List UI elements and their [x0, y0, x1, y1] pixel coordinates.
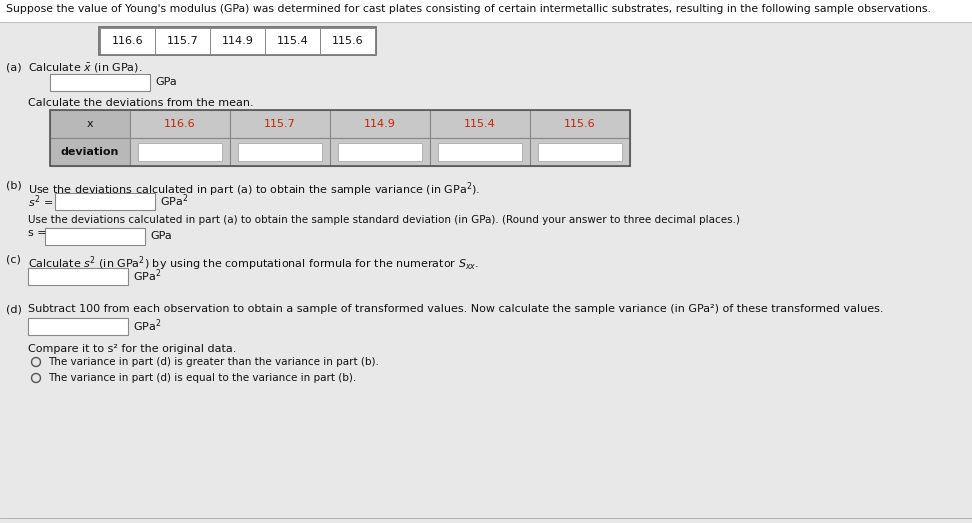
- Text: 115.4: 115.4: [277, 36, 308, 46]
- Bar: [99, 27, 376, 55]
- Bar: [238, 143, 322, 161]
- Text: (c): (c): [6, 254, 20, 264]
- Text: (a): (a): [6, 62, 21, 72]
- Text: (b): (b): [6, 180, 21, 190]
- Bar: [320, 28, 375, 54]
- Bar: [530, 138, 630, 166]
- Text: The variance in part (d) is greater than the variance in part (b).: The variance in part (d) is greater than…: [48, 357, 379, 367]
- Bar: [50, 110, 130, 138]
- Bar: [330, 110, 430, 138]
- Bar: [45, 228, 145, 245]
- Bar: [138, 143, 222, 161]
- Bar: [338, 143, 422, 161]
- Text: GPa$^2$: GPa$^2$: [133, 317, 161, 334]
- Text: GPa$^2$: GPa$^2$: [133, 268, 161, 285]
- Bar: [430, 138, 530, 166]
- Bar: [438, 143, 522, 161]
- Bar: [28, 268, 128, 285]
- Bar: [55, 193, 155, 210]
- Text: The variance in part (d) is equal to the variance in part (b).: The variance in part (d) is equal to the…: [48, 373, 357, 383]
- Bar: [230, 110, 330, 138]
- Text: 116.6: 116.6: [164, 119, 195, 129]
- Bar: [155, 28, 210, 54]
- Bar: [330, 138, 430, 166]
- Bar: [538, 143, 622, 161]
- Text: 114.9: 114.9: [222, 36, 254, 46]
- Bar: [130, 110, 230, 138]
- Text: Subtract 100 from each observation to obtain a sample of transformed values. Now: Subtract 100 from each observation to ob…: [28, 304, 884, 314]
- Text: 115.6: 115.6: [564, 119, 596, 129]
- Bar: [210, 28, 265, 54]
- Text: $s^2$ =: $s^2$ =: [28, 193, 53, 210]
- Bar: [50, 74, 150, 91]
- Bar: [100, 28, 155, 54]
- Text: s =: s =: [28, 228, 47, 238]
- Text: (d): (d): [6, 304, 22, 314]
- Text: 115.7: 115.7: [264, 119, 295, 129]
- Text: GPa$^2$: GPa$^2$: [160, 192, 189, 209]
- Text: Calculate $s^2$ (in GPa$^2$) by using the computational formula for the numerato: Calculate $s^2$ (in GPa$^2$) by using th…: [28, 254, 479, 272]
- Bar: [50, 110, 630, 166]
- Text: Use the deviations calculated in part (a) to obtain the sample standard deviatio: Use the deviations calculated in part (a…: [28, 215, 740, 225]
- Text: Compare it to s² for the original data.: Compare it to s² for the original data.: [28, 344, 236, 354]
- Bar: [50, 138, 130, 166]
- Text: GPa: GPa: [150, 231, 172, 241]
- Text: GPa: GPa: [155, 77, 177, 87]
- Bar: [530, 110, 630, 138]
- Text: Use the deviations calculated in part (a) to obtain the sample variance (in GPa$: Use the deviations calculated in part (a…: [28, 180, 480, 199]
- Text: Calculate the deviations from the mean.: Calculate the deviations from the mean.: [28, 98, 254, 108]
- Bar: [0, 0, 972, 22]
- Bar: [130, 138, 230, 166]
- Bar: [430, 110, 530, 138]
- Text: 116.6: 116.6: [112, 36, 143, 46]
- Text: Suppose the value of Young's modulus (GPa) was determined for cast plates consis: Suppose the value of Young's modulus (GP…: [6, 4, 931, 14]
- Text: 115.7: 115.7: [166, 36, 198, 46]
- Text: 114.9: 114.9: [364, 119, 396, 129]
- Text: 115.4: 115.4: [464, 119, 496, 129]
- Bar: [230, 138, 330, 166]
- Text: deviation: deviation: [61, 147, 120, 157]
- Text: 115.6: 115.6: [331, 36, 364, 46]
- Text: x: x: [87, 119, 93, 129]
- Text: Calculate $\bar{x}$ (in GPa).: Calculate $\bar{x}$ (in GPa).: [28, 62, 143, 75]
- Bar: [265, 28, 320, 54]
- Bar: [28, 318, 128, 335]
